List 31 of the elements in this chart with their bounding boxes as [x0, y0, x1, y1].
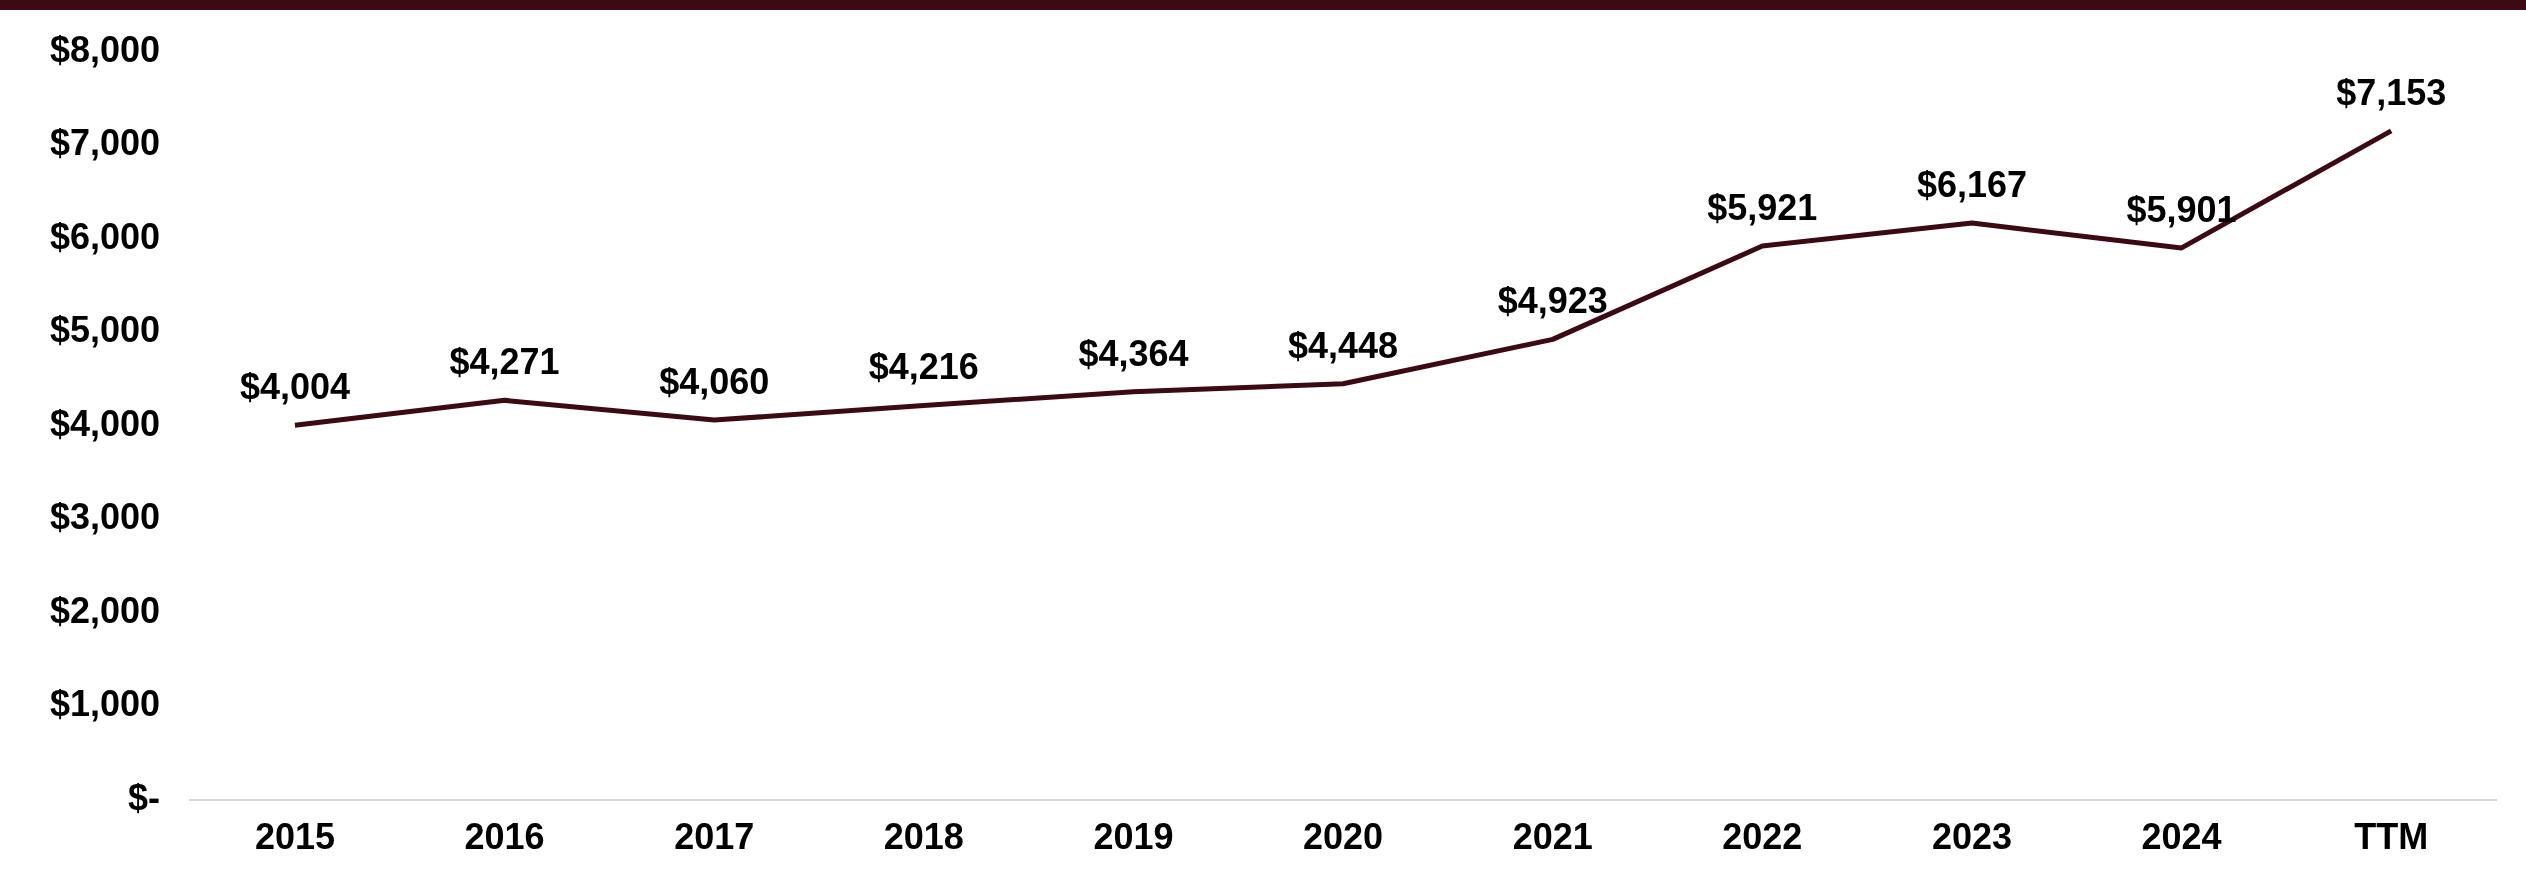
y-tick-label: $- [128, 776, 161, 818]
x-tick-label: 2018 [883, 816, 964, 858]
data-label: $6,167 [1916, 163, 2027, 205]
y-tick-label: $3,000 [50, 496, 161, 538]
data-label: $4,060 [659, 361, 770, 403]
data-label: $4,923 [1497, 280, 1608, 322]
x-tick-label: 2017 [674, 816, 755, 858]
data-label: $4,271 [449, 341, 560, 383]
y-tick-label: $1,000 [50, 683, 161, 725]
x-tick-label: 2023 [1931, 816, 2012, 858]
x-tick-label: 2015 [254, 816, 335, 858]
data-label: $4,448 [1288, 324, 1399, 366]
x-tick-label: 2016 [464, 816, 545, 858]
x-tick-label: 2021 [1512, 816, 1593, 858]
y-tick-label: $6,000 [50, 215, 161, 257]
x-tick-label: 2024 [2141, 816, 2222, 858]
x-tick-label: TTM [2354, 816, 2429, 858]
data-label: $5,901 [2126, 188, 2237, 230]
y-tick-label: $7,000 [50, 122, 161, 164]
x-tick-label: 2019 [1093, 816, 1174, 858]
y-tick-label: $5,000 [50, 309, 161, 351]
data-label: $5,921 [1707, 186, 1818, 228]
y-tick-label: $2,000 [50, 589, 161, 631]
y-tick-label: $8,000 [50, 28, 161, 70]
data-label: $4,364 [1078, 332, 1189, 374]
x-tick-label: 2020 [1303, 816, 1384, 858]
data-label: $4,216 [868, 346, 979, 388]
data-label: $4,004 [239, 366, 350, 408]
data-label: $7,153 [2336, 71, 2447, 113]
y-tick-label: $4,000 [50, 402, 161, 444]
x-tick-label: 2022 [1722, 816, 1803, 858]
